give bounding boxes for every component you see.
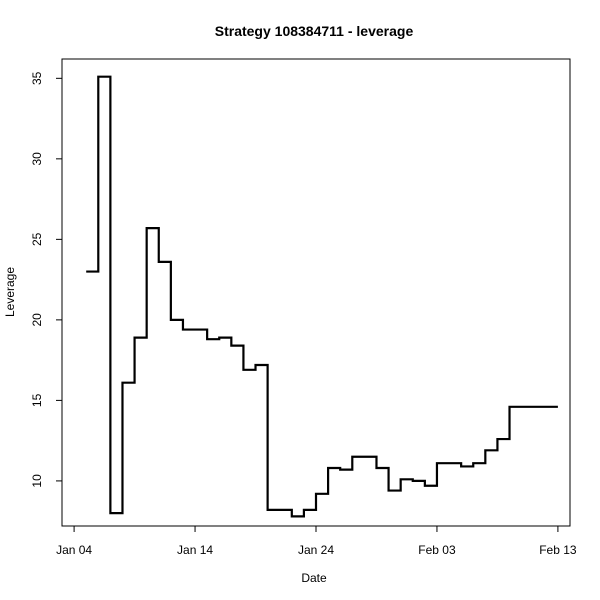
series-layer xyxy=(86,75,558,518)
x-tick-label: Jan 04 xyxy=(56,543,92,557)
y-axis: 10 15 20 25 30 35 xyxy=(30,71,62,488)
chart-title: Strategy 108384711 - leverage xyxy=(215,23,414,39)
y-tick-label: 30 xyxy=(30,152,44,166)
y-tick-label: 10 xyxy=(30,474,44,488)
y-tick-label: 15 xyxy=(30,393,44,407)
y-axis-label: Leverage xyxy=(3,267,17,317)
y-tick-label: 25 xyxy=(30,232,44,246)
x-tick-label: Feb 03 xyxy=(418,543,456,557)
y-tick-label: 20 xyxy=(30,313,44,327)
x-axis-label: Date xyxy=(301,571,327,585)
leverage-series-line xyxy=(86,75,558,518)
plot-frame xyxy=(61,58,571,527)
x-tick-label: Jan 24 xyxy=(298,543,334,557)
x-tick-label: Feb 13 xyxy=(539,543,577,557)
x-axis: Jan 04 Jan 14 Jan 24 Feb 03 Feb 13 xyxy=(56,526,577,557)
x-tick-label: Jan 14 xyxy=(177,543,213,557)
y-tick-label: 35 xyxy=(30,71,44,85)
